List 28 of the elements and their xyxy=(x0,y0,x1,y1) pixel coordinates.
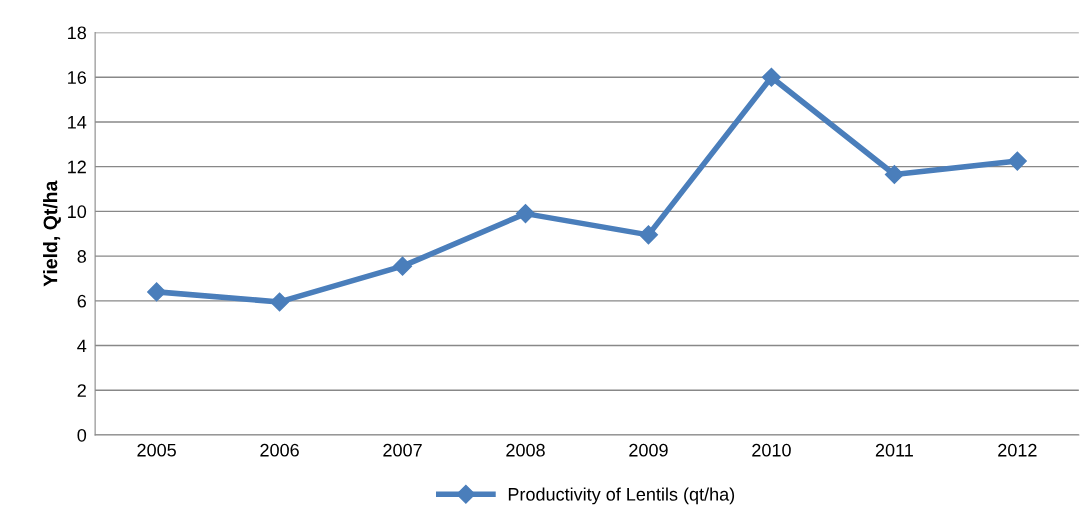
y-tick-label: 8 xyxy=(77,250,87,263)
y-tick-label: 10 xyxy=(68,205,87,219)
point xyxy=(884,164,904,185)
point xyxy=(393,256,413,276)
point xyxy=(270,292,290,312)
y-tick-label: 16 xyxy=(68,71,86,84)
y-tick-label: 4 xyxy=(77,339,87,353)
y-tick-label: 2 xyxy=(77,384,86,397)
point xyxy=(761,67,781,87)
y-tick-label: 12 xyxy=(68,160,86,174)
y-tick-label: 14 xyxy=(68,116,87,129)
y-tick-label: 6 xyxy=(77,294,86,308)
point xyxy=(1007,151,1027,171)
point xyxy=(515,204,536,224)
x-tick-label: 2008 xyxy=(506,443,545,457)
x-tick-label: 2009 xyxy=(629,443,668,457)
y-axis-title: Yield, Qt/ha xyxy=(43,180,61,287)
x-tick-label: 2012 xyxy=(998,443,1037,457)
x-tick-label: 2010 xyxy=(752,443,791,457)
x-tick-label: 2005 xyxy=(137,443,176,457)
legend-label: Productivity of Lentils (qt/ha) xyxy=(508,487,735,505)
y-tick-label: 18 xyxy=(68,26,87,40)
x-tick-label: 2011 xyxy=(875,443,913,457)
y-tick-label: 0 xyxy=(77,428,87,442)
point xyxy=(147,282,167,302)
point xyxy=(638,225,658,245)
x-tick-label: 2006 xyxy=(260,443,299,457)
x-tick-label: 2007 xyxy=(383,443,422,457)
